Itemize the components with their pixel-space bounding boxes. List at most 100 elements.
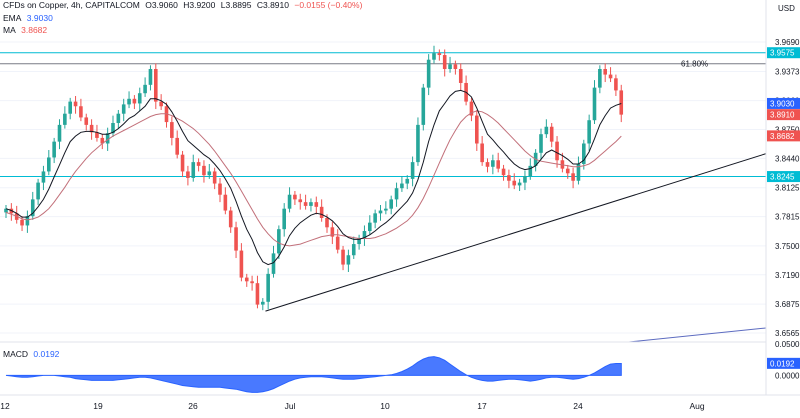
candle-body [191,162,196,178]
symbol-legend[interactable]: CFDs on Copper, 4h, CAPITALCOM O3.9060 H… [3,0,365,10]
candle-body [25,216,30,226]
macd-axis[interactable]: 0.0500 0.0192 0.0000 [767,340,800,380]
candle-body [544,126,549,135]
time-tick-label: 19 [93,401,103,411]
candle-body [501,168,506,176]
ma-badge-label: 3.8682 [770,132,795,141]
candle-body [539,134,543,153]
candle-body [496,160,500,169]
ema-legend[interactable]: EMA 3.9030 [3,13,56,23]
candle-body [47,157,51,172]
candle-body [469,101,474,116]
time-axis[interactable]: 12 19 26 Jul 10 17 24 Aug [0,401,705,411]
candle-body [84,117,89,125]
candle-body [116,113,121,124]
macd-value-badge-label: 0.0192 [770,359,795,368]
fib-label: 61.80% [681,60,708,69]
time-tick-label: 10 [380,401,390,411]
candle-body [52,141,56,158]
candle-body [582,143,586,164]
candle-body [212,171,217,184]
macd-label: MACD [3,349,29,359]
ma-value: 3.8682 [21,25,48,35]
candle-body [587,120,591,144]
candle-body [127,98,131,105]
level-badge-label: 3.9575 [770,49,795,58]
candle-body [517,182,522,186]
candle-body [319,206,324,218]
candle-body [30,199,35,217]
candle-body [373,213,377,223]
candle-body [137,93,142,104]
time-tick-label: 12 [0,401,10,411]
ma-badge [767,130,800,142]
candle-body [234,227,238,251]
level-badge [767,47,800,59]
candle-body [603,69,607,75]
candle-body [378,210,383,214]
candle-body [341,249,345,265]
price-tick-label: 3.8440 [775,154,800,163]
candle-body [437,53,442,56]
macd-tick-label: 0.0000 [775,371,800,380]
macd-legend[interactable]: MACD 0.0192 [3,349,62,359]
candle-body [159,101,163,107]
candle-body [175,137,179,155]
macd-tick-label: 0.0500 [775,340,800,349]
candle-body [57,124,62,142]
candle-body [73,101,78,107]
close-badge [767,109,800,121]
ohlc-close: C3.8910 [256,0,289,10]
candle-body [170,122,174,138]
moving-averages [5,89,622,266]
ohlc-change: −0.0155 (−0.40%) [294,0,363,10]
candle-body [598,69,602,88]
candle-body [154,69,158,102]
candle-body [565,168,570,174]
candle-body [330,227,335,237]
ema-value: 3.9030 [26,13,53,23]
ema-badge [767,97,800,109]
candle-body [389,199,393,209]
candle-body [143,84,147,94]
candle-body [287,194,292,209]
ma-legend[interactable]: MA 3.8682 [3,25,50,35]
macd-pane [5,356,622,393]
candle-body [239,250,244,278]
macd-value-badge [767,357,800,369]
price-tick-label: 3.7815 [775,213,800,222]
candle-body [255,283,260,305]
price-badges: 3.9575 3.9030 3.8910 3.8682 3.8245 [767,47,800,183]
candle-body [4,208,8,213]
price-axis[interactable]: 3.96903.93733.90603.87503.84403.81253.78… [775,38,800,338]
price-tick-label: 3.7190 [775,271,800,280]
candle-body [261,301,265,305]
macd-area [5,356,622,393]
candle-body [416,124,420,163]
candle-body [20,219,24,226]
candle-body [223,194,228,211]
candle-body [614,78,618,91]
candle-body [277,229,281,254]
candle-body [491,160,495,167]
grid [0,41,766,334]
candle-body [148,69,153,85]
candle-body [266,273,270,302]
ohlc-high: H3.9200 [183,0,216,10]
candle-body [132,98,137,104]
candle-body [79,106,83,118]
candle-body [105,133,110,144]
candle-body [453,64,458,70]
candle-body [410,162,415,179]
support-badge [767,171,800,183]
candle-body [335,236,340,250]
time-tick-label: 24 [573,401,583,411]
candle-body [442,55,447,70]
candle-body [384,208,388,211]
candle-body [523,176,527,183]
candle-body [282,208,286,230]
trendline [265,153,767,343]
symbol-title: CFDs on Copper, 4h, CAPITALCOM [3,0,140,10]
candle-body [314,202,319,207]
